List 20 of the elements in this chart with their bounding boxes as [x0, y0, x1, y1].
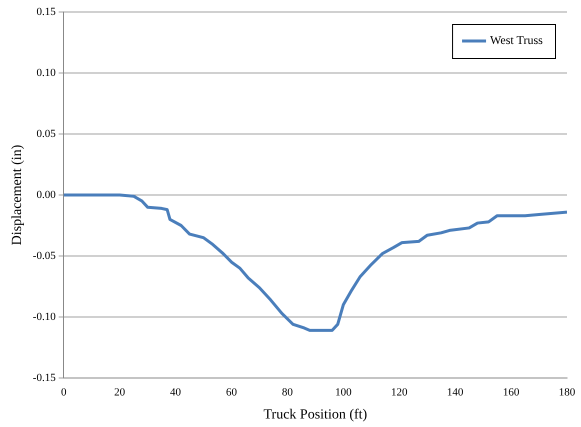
- x-tick-label: 20: [114, 386, 126, 398]
- y-tick-label: 0.00: [36, 188, 56, 201]
- y-tick-label: -0.05: [32, 250, 56, 262]
- y-tick-label: -0.10: [32, 310, 56, 323]
- x-tick-label: 40: [170, 386, 182, 398]
- y-tick-label: 0.15: [36, 6, 56, 18]
- legend-label: West Truss: [490, 33, 544, 48]
- x-tick-label: 60: [226, 386, 238, 398]
- x-tick-label: 160: [502, 386, 520, 398]
- x-tick-label: 100: [335, 386, 352, 398]
- x-axis-title: Truck Position (ft): [263, 407, 368, 422]
- x-tick-label: 120: [390, 386, 408, 398]
- y-tick-label: 0.05: [36, 128, 56, 140]
- x-tick-label: 80: [282, 386, 294, 398]
- x-tick-label: 140: [446, 386, 464, 398]
- x-tick-label: 0: [60, 386, 67, 398]
- y-tick-label: 0.10: [36, 66, 56, 79]
- y-axis-title: Displacement (in): [10, 144, 26, 246]
- y-tick-label: -0.15: [32, 372, 56, 384]
- x-tick-label: 180: [558, 386, 576, 398]
